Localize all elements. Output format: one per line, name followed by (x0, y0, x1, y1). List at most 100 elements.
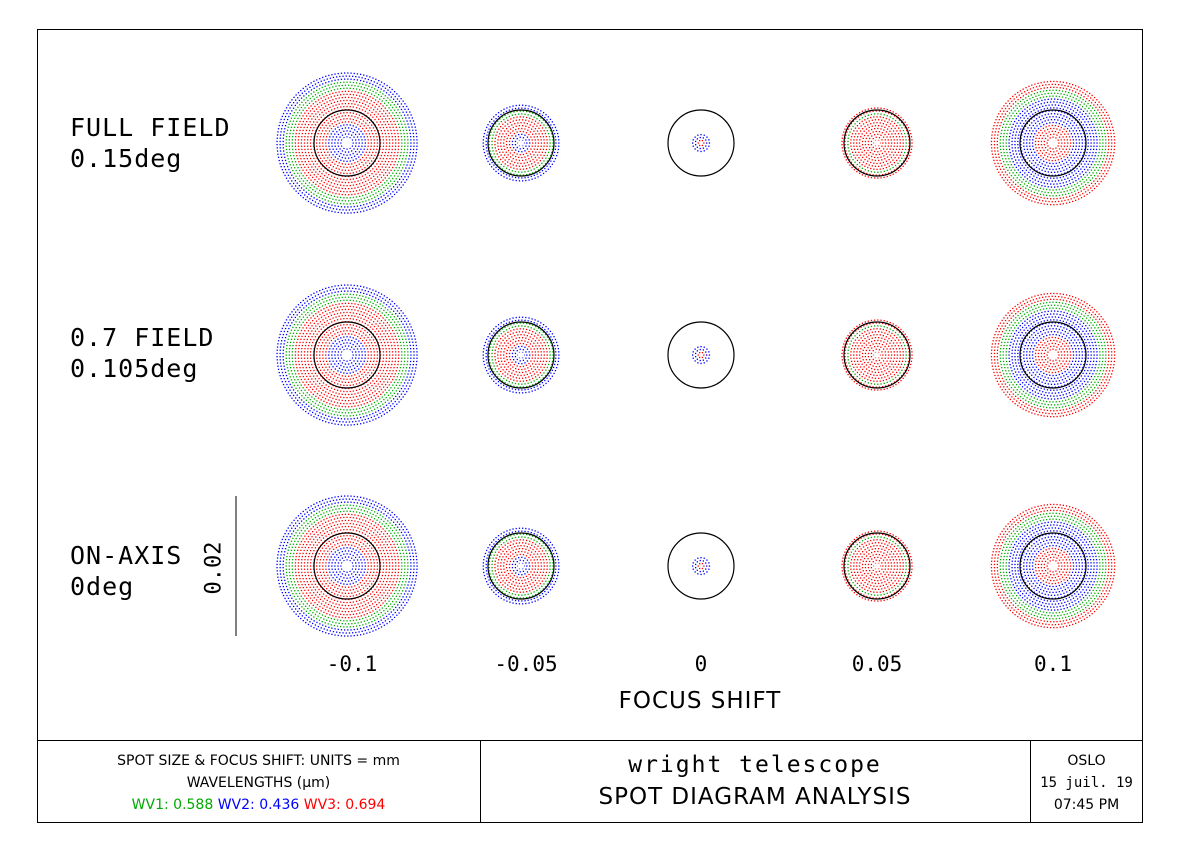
spot-point (331, 335, 333, 337)
spot-point (321, 403, 324, 405)
spot-point (524, 134, 526, 136)
spot-point (893, 142, 896, 144)
spot-point (332, 317, 334, 319)
spot-point (1043, 87, 1045, 89)
spot-point (1082, 174, 1085, 176)
spot-point (306, 375, 308, 378)
spot-point (511, 108, 514, 110)
spot-point (368, 109, 371, 112)
spot-point (333, 183, 336, 185)
spot-point (883, 155, 885, 157)
spot-point (392, 93, 394, 95)
spot-point (1048, 159, 1050, 161)
spot-point (535, 151, 537, 153)
spot-point (340, 212, 343, 214)
spot-point (292, 148, 294, 151)
spot-point (354, 334, 356, 336)
spot-point (309, 86, 311, 88)
spot-point (895, 112, 897, 115)
spot-point (896, 130, 898, 132)
spot-point (872, 146, 874, 149)
spot-point (397, 181, 399, 183)
spot-point (706, 142, 708, 144)
spot-point (281, 124, 284, 127)
spot-point (369, 369, 371, 371)
spot-point (1046, 197, 1049, 200)
spot-point (1044, 191, 1046, 193)
spot-point (536, 136, 538, 138)
spot-point (1020, 147, 1022, 149)
spot-point (1053, 80, 1055, 83)
spot-point (1019, 167, 1022, 169)
spot-point (368, 404, 370, 406)
spot-point (352, 75, 354, 77)
spot-point (888, 119, 890, 121)
spot-point (1101, 123, 1104, 125)
spot-point (399, 129, 401, 132)
spot-point (340, 106, 342, 108)
spot-point (300, 194, 302, 197)
spot-point (396, 155, 398, 157)
spot-point (910, 151, 912, 154)
spot-point (1091, 129, 1093, 132)
spot-point (305, 129, 307, 132)
spot-point (297, 338, 299, 340)
spot-point (333, 82, 335, 85)
spot-point (334, 375, 336, 377)
spot-point (333, 388, 336, 390)
spot-point (377, 198, 380, 200)
spot-point (343, 372, 345, 374)
spot-point (1072, 117, 1074, 119)
spot-point (895, 148, 898, 150)
spot-point (360, 404, 362, 406)
spot-point (367, 130, 369, 132)
spot-point (500, 174, 502, 176)
spot-point (896, 142, 899, 144)
spot-point (392, 112, 394, 114)
spot-point (1088, 100, 1090, 102)
spot-point (283, 131, 285, 133)
spot-point (343, 124, 345, 126)
spot-point (536, 130, 539, 132)
spot-point (301, 151, 303, 154)
spot-point (1084, 139, 1086, 141)
spot-point (383, 90, 385, 92)
spot-point (358, 326, 361, 328)
spot-point (880, 177, 882, 179)
spot-point (1017, 192, 1019, 195)
spot-point (1034, 122, 1037, 124)
spot-point (331, 142, 333, 144)
spot-point (994, 134, 996, 136)
spot-point (379, 339, 381, 341)
spot-point (1072, 145, 1074, 147)
spot-point (389, 86, 391, 89)
spot-point (385, 378, 387, 380)
spot-point (1096, 126, 1098, 128)
spot-point (356, 343, 358, 345)
spot-point (554, 151, 556, 154)
spot-point (316, 86, 318, 88)
spot-point (700, 134, 702, 136)
spot-point (1017, 185, 1019, 188)
spot-point (508, 115, 510, 118)
spot-point (1082, 166, 1084, 168)
spot-point (519, 110, 521, 112)
spot-point (553, 124, 555, 126)
spot-point (534, 107, 536, 109)
spot-point (503, 142, 505, 144)
spot-point (283, 166, 285, 168)
spot-point (359, 195, 361, 197)
spot-point (286, 155, 289, 157)
spot-point (848, 134, 850, 136)
spot-point (354, 122, 356, 124)
spot-point (370, 351, 372, 353)
spot-point (1037, 104, 1039, 106)
spot-point (309, 115, 311, 117)
spot-point (387, 363, 390, 366)
spot-point (516, 146, 518, 149)
spot-point (855, 133, 857, 135)
spot-point (1051, 174, 1053, 176)
spot-point (315, 171, 317, 173)
spot-point (381, 396, 383, 398)
spot-point (343, 305, 345, 308)
